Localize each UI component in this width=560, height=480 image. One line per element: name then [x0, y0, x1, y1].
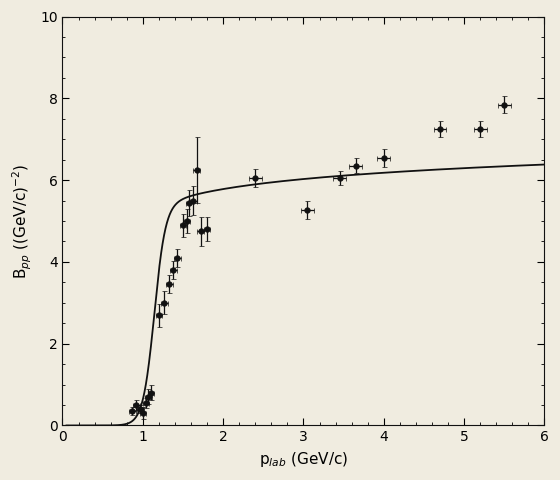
X-axis label: p$_{lab}$ (GeV/c): p$_{lab}$ (GeV/c)	[259, 450, 348, 469]
Y-axis label: B$_{pp}$ ((GeV/c)$^{-2}$): B$_{pp}$ ((GeV/c)$^{-2}$)	[11, 163, 34, 279]
